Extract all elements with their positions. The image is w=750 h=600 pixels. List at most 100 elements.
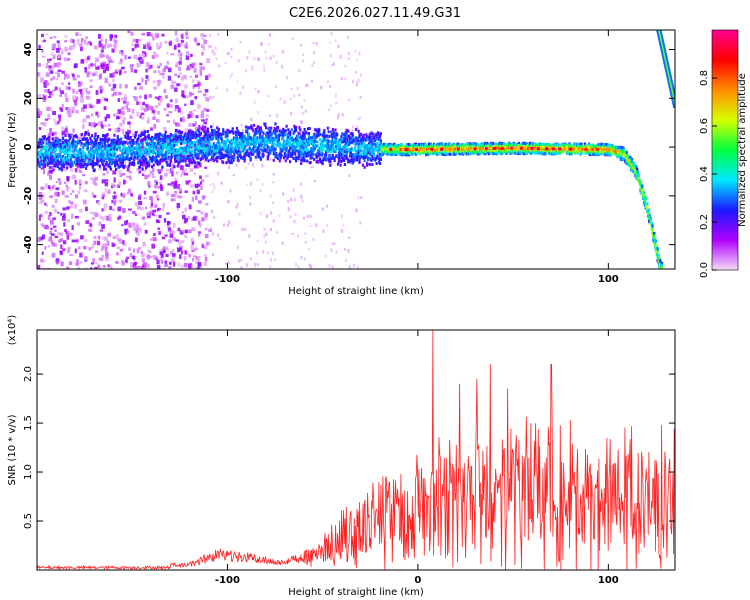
spectrogram-cell xyxy=(334,128,337,132)
spectrogram-cell xyxy=(296,134,299,138)
spectrogram-cell xyxy=(333,139,336,143)
spectrogram-cell xyxy=(317,159,320,163)
spectrogram-cell xyxy=(314,153,317,157)
spectrogram-cell xyxy=(172,261,176,267)
spectrogram-cell xyxy=(141,156,146,160)
spectrogram-cell xyxy=(282,139,286,143)
spectrogram-cell xyxy=(174,98,178,104)
spectrogram-cell xyxy=(92,258,95,263)
spectrogram-cell xyxy=(112,236,116,239)
spectrogram-cell xyxy=(42,94,45,99)
spectrogram-cell xyxy=(106,240,110,246)
spectrogram-cell xyxy=(258,139,261,143)
spectrogram-cell xyxy=(429,142,432,146)
spectrogram-cell xyxy=(90,155,93,159)
spectrogram-cell xyxy=(96,157,99,161)
spectrogram-cell xyxy=(262,154,265,158)
spectrogram-cell xyxy=(200,66,205,71)
spectrogram-cell xyxy=(124,230,127,235)
spectrogram-cell xyxy=(163,145,167,149)
spectrogram-cell xyxy=(272,146,275,150)
spectrogram-cell xyxy=(435,148,438,152)
spectrogram-cell xyxy=(243,159,246,163)
spectrogram-cell xyxy=(141,53,145,58)
spectrogram-cell xyxy=(77,139,80,143)
spectrogram-cell xyxy=(328,264,331,268)
spectrogram-cell xyxy=(99,73,103,79)
spectrogram-cell xyxy=(194,96,198,100)
spectrogram-cell xyxy=(88,160,91,164)
spectrogram-cell xyxy=(193,134,197,138)
spectrogram-cell xyxy=(299,120,302,124)
spectrogram-cell xyxy=(171,253,176,257)
spectrogram-cell xyxy=(130,262,134,265)
spectrogram-cell xyxy=(368,162,371,166)
spectrogram-cell xyxy=(330,161,333,166)
spectrogram-cell xyxy=(191,196,194,202)
spectrogram-cell xyxy=(195,147,198,151)
spectrogram-cell xyxy=(104,247,108,252)
spectrogram-cell xyxy=(101,144,104,148)
spectrogram-cell xyxy=(264,143,267,147)
spectrogram-cell xyxy=(257,155,260,159)
spectrogram-cell xyxy=(282,127,285,131)
spectrogram-cell xyxy=(77,168,80,171)
spectrogram-cell xyxy=(226,52,229,55)
spectrogram-cell xyxy=(86,72,90,78)
spectrogram-cell xyxy=(89,222,92,226)
spectrogram-cell xyxy=(183,134,186,138)
spectrogram-cell xyxy=(348,265,351,269)
spectrogram-cell xyxy=(102,167,106,171)
spectrogram-cell xyxy=(247,126,251,130)
spectrogram-cell xyxy=(49,127,53,133)
spectrogram-cell xyxy=(85,95,90,100)
spectrogram-cell xyxy=(274,122,277,126)
spectrogram-cell xyxy=(235,137,239,141)
spectrogram-cell xyxy=(70,142,73,146)
spectrogram-cell xyxy=(94,123,98,127)
spectrogram-cell xyxy=(226,88,229,92)
spectrogram-cell xyxy=(57,43,61,49)
spectrogram-cell xyxy=(141,116,145,120)
spectrogram-cell xyxy=(247,132,251,136)
spectrogram-cell xyxy=(48,169,53,174)
spectrogram-cell xyxy=(64,35,68,38)
chart-title: C2E6.2026.027.11.49.G31 xyxy=(289,6,461,21)
spectrogram-cell xyxy=(158,132,161,136)
spectrogram-cell xyxy=(43,163,47,167)
spectrogram-cell xyxy=(264,137,268,141)
spectrogram-cell xyxy=(316,144,319,148)
spectrogram-cell xyxy=(109,147,113,151)
spectrogram-cell xyxy=(59,94,62,97)
spectrogram-cell xyxy=(84,153,88,157)
spectrogram-cell xyxy=(88,64,91,70)
spectrogram-cell xyxy=(238,140,241,144)
spectrogram-cell xyxy=(236,203,239,207)
spectrogram-cell xyxy=(126,147,129,151)
spectrogram-cell xyxy=(171,171,174,177)
spectrogram-cell xyxy=(119,71,122,76)
spectrogram-cell xyxy=(90,157,93,161)
spectrogram-cell xyxy=(254,132,257,136)
spectrogram-cell xyxy=(173,184,178,189)
spectrogram-cell xyxy=(37,160,40,164)
spectrogram-cell xyxy=(272,158,275,162)
spectrogram-cell xyxy=(82,199,87,205)
spectrogram-cell xyxy=(336,133,339,137)
spectrogram-cell xyxy=(132,263,137,268)
spectrogram-cell xyxy=(164,260,168,264)
spectrogram-cell xyxy=(105,54,109,59)
spectrogram-cell xyxy=(220,152,223,156)
spectrogram-cell xyxy=(367,148,371,152)
spectrogram-cell xyxy=(363,142,366,146)
spectrogram-cell xyxy=(343,138,347,142)
spectrogram-cell xyxy=(311,165,314,169)
spectrogram-cell xyxy=(104,188,107,193)
spectrogram-cell xyxy=(104,137,107,141)
spectrogram-cell xyxy=(146,212,150,216)
spectrogram-cell xyxy=(246,183,249,186)
spectrogram-cell xyxy=(179,165,184,171)
spectrogram-cell xyxy=(74,179,77,185)
spectrogram-cell xyxy=(105,253,109,259)
spectrogram-cell xyxy=(176,137,179,141)
